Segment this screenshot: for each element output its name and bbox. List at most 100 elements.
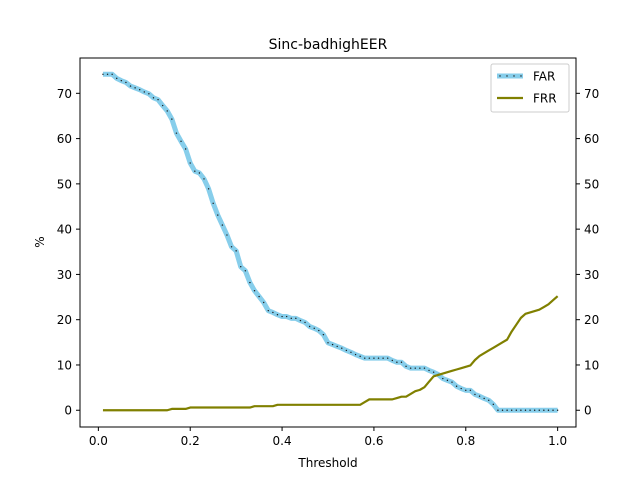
far-point xyxy=(189,162,191,164)
chart-title: Sinc-badhighEER xyxy=(269,37,388,53)
far-point xyxy=(465,389,467,392)
far-point xyxy=(515,409,517,411)
far-point xyxy=(382,357,384,359)
far-point xyxy=(157,98,159,101)
far-point xyxy=(543,409,545,411)
far-point xyxy=(318,329,320,332)
far-point xyxy=(139,88,141,91)
far-point xyxy=(235,250,237,252)
far-point xyxy=(354,353,357,356)
far-point xyxy=(483,397,485,400)
y-tick-label-right: 0 xyxy=(584,404,592,418)
far-point xyxy=(244,270,247,272)
far-point xyxy=(134,87,136,89)
far-point xyxy=(377,357,380,359)
far-series-line xyxy=(102,71,558,413)
far-point xyxy=(184,148,187,150)
far-point xyxy=(295,317,297,320)
legend-far-marker xyxy=(513,75,515,77)
far-point xyxy=(152,97,155,99)
far-point xyxy=(552,409,554,411)
far-point xyxy=(180,140,182,143)
far-point xyxy=(175,132,178,134)
far-point xyxy=(478,395,481,397)
frr-series-line xyxy=(102,295,559,412)
far-point xyxy=(194,170,196,172)
far-point xyxy=(203,178,205,180)
far-point xyxy=(148,93,150,95)
far-point xyxy=(451,381,453,383)
far-point xyxy=(492,403,495,406)
far-point xyxy=(538,409,540,411)
far-point xyxy=(263,301,265,304)
far-point xyxy=(281,315,283,318)
far-point xyxy=(327,342,329,344)
far-point xyxy=(469,389,472,392)
far-point xyxy=(226,234,228,236)
far-point xyxy=(198,172,201,174)
far-point xyxy=(497,409,499,411)
axes: 0.0 0.2 0.4 0.6 0.8 1.0 0 0 10 10 20 20 30 30 40 40 50 50… xyxy=(57,57,599,448)
far-point xyxy=(511,409,513,411)
far-point xyxy=(230,246,233,248)
far-point xyxy=(111,73,113,76)
far-point xyxy=(501,409,504,411)
far-point xyxy=(161,104,164,107)
far-point xyxy=(547,409,550,411)
far-point xyxy=(520,409,522,411)
x-tick-label: 0.8 xyxy=(456,434,475,448)
x-tick-label: 0.6 xyxy=(364,434,383,448)
far-point xyxy=(304,321,306,324)
y-tick-label-left: 0 xyxy=(64,404,72,418)
legend-far-label: FAR xyxy=(533,70,555,84)
y-tick-label-right: 50 xyxy=(584,177,599,191)
legend: FAR FRR xyxy=(490,63,570,113)
far-point xyxy=(345,349,348,352)
far-point xyxy=(419,367,421,369)
far-point xyxy=(460,387,462,390)
far-point xyxy=(400,361,403,363)
axes-frame xyxy=(79,57,577,428)
far-point xyxy=(442,377,444,380)
far-point xyxy=(533,409,536,411)
far-point xyxy=(428,369,430,372)
y-tick-label-left: 40 xyxy=(57,223,72,237)
far-point xyxy=(129,85,132,87)
far-point xyxy=(336,345,338,348)
far-point xyxy=(221,224,224,226)
x-tick-label: 0.2 xyxy=(181,434,200,448)
far-point xyxy=(556,409,559,411)
far-point xyxy=(409,367,412,369)
far-point xyxy=(106,73,109,76)
plot-area xyxy=(102,71,559,413)
far-series-markers xyxy=(102,73,559,411)
far-point xyxy=(207,188,210,190)
far-point xyxy=(249,281,251,284)
y-tick-label-left: 70 xyxy=(57,87,72,101)
y-tick-label-right: 20 xyxy=(584,313,599,327)
y-axis-label: % xyxy=(33,236,47,247)
far-point xyxy=(359,355,361,358)
far-point xyxy=(529,409,531,411)
x-tick-label: 0.0 xyxy=(89,434,108,448)
far-point xyxy=(212,202,214,205)
far-point xyxy=(364,357,366,359)
far-point xyxy=(474,393,476,396)
far-point xyxy=(341,347,343,349)
far-point xyxy=(276,314,279,316)
far-point xyxy=(240,266,242,268)
y-tick-label-left: 50 xyxy=(57,177,72,191)
far-point xyxy=(166,110,168,112)
far-point xyxy=(143,91,145,93)
y-tick-label-left: 60 xyxy=(57,132,72,146)
y-tick-label-right: 10 xyxy=(584,358,599,372)
far-point xyxy=(446,379,449,382)
legend-far-marker xyxy=(499,75,501,77)
far-point xyxy=(432,371,435,373)
far-point xyxy=(322,333,325,336)
far-point xyxy=(391,359,393,362)
far-point xyxy=(414,367,416,369)
far-point xyxy=(387,357,389,359)
far-point xyxy=(171,118,173,120)
